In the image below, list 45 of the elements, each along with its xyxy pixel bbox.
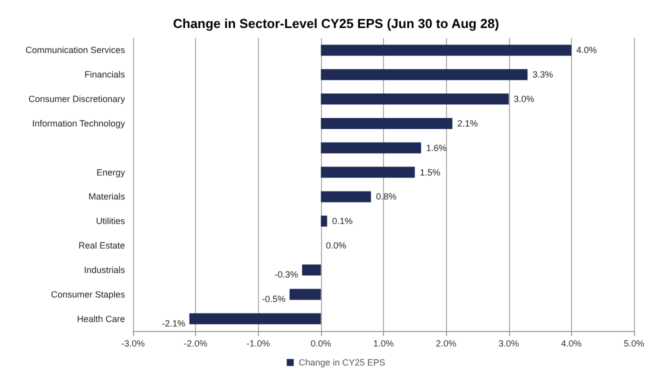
data-label: -2.1% — [162, 318, 186, 328]
bar — [320, 94, 509, 105]
data-label: 0.0% — [326, 240, 346, 251]
bar — [320, 216, 328, 227]
y-tick-label: Utilities — [96, 216, 126, 226]
bar — [320, 166, 415, 178]
x-tick-label: 5.0% — [624, 338, 644, 348]
bar — [320, 44, 572, 56]
y-tick-label: Energy — [96, 167, 126, 178]
bar — [290, 288, 321, 300]
chart-title: Change in Sector-Level CY25 EPS (Jun 30 to Aug 28) — [172, 16, 500, 31]
y-tick-label: Industrials — [84, 264, 126, 275]
bar — [320, 142, 422, 154]
data-label: 3.0% — [514, 94, 534, 104]
y-tick-label: Real Estate — [78, 240, 125, 251]
data-label: 2.1% — [457, 118, 478, 128]
x-tick-label: -1.0% — [246, 338, 270, 348]
bar — [302, 264, 321, 276]
y-tick-label: Health Care — [76, 314, 125, 324]
x-tick-label: 1.0% — [373, 338, 394, 348]
data-label: 4.0% — [576, 45, 597, 56]
bar — [320, 118, 452, 129]
y-tick-label: Consumer Staples — [50, 289, 126, 300]
x-tick-label: -3.0% — [121, 338, 145, 348]
bar — [189, 313, 321, 324]
x-tick-label: 3.0% — [498, 338, 520, 348]
legend-label: Change in CY25 EPS — [298, 358, 386, 368]
data-label: 1.5% — [420, 167, 440, 178]
data-label: -0.3% — [274, 269, 298, 280]
data-label: 3.3% — [532, 70, 554, 80]
data-label: 0.1% — [332, 216, 353, 226]
data-label: -0.5% — [262, 294, 286, 304]
data-label: 0.8% — [376, 192, 396, 202]
x-tick-label: -2.0% — [184, 338, 208, 348]
y-tick-label: Information Technology — [32, 118, 126, 128]
y-tick-label: Communication Services — [25, 45, 126, 56]
y-tick-label: Materials — [88, 192, 126, 202]
y-tick-label: Consumer Discretionary — [28, 94, 126, 104]
bar — [320, 191, 371, 202]
data-label: 1.6% — [426, 142, 447, 153]
x-tick-label: 2.0% — [436, 338, 456, 348]
bar — [320, 69, 528, 80]
x-tick-label: 0.0% — [310, 338, 332, 348]
x-tick-label: 4.0% — [561, 338, 582, 348]
y-tick-label: Financials — [84, 70, 126, 80]
